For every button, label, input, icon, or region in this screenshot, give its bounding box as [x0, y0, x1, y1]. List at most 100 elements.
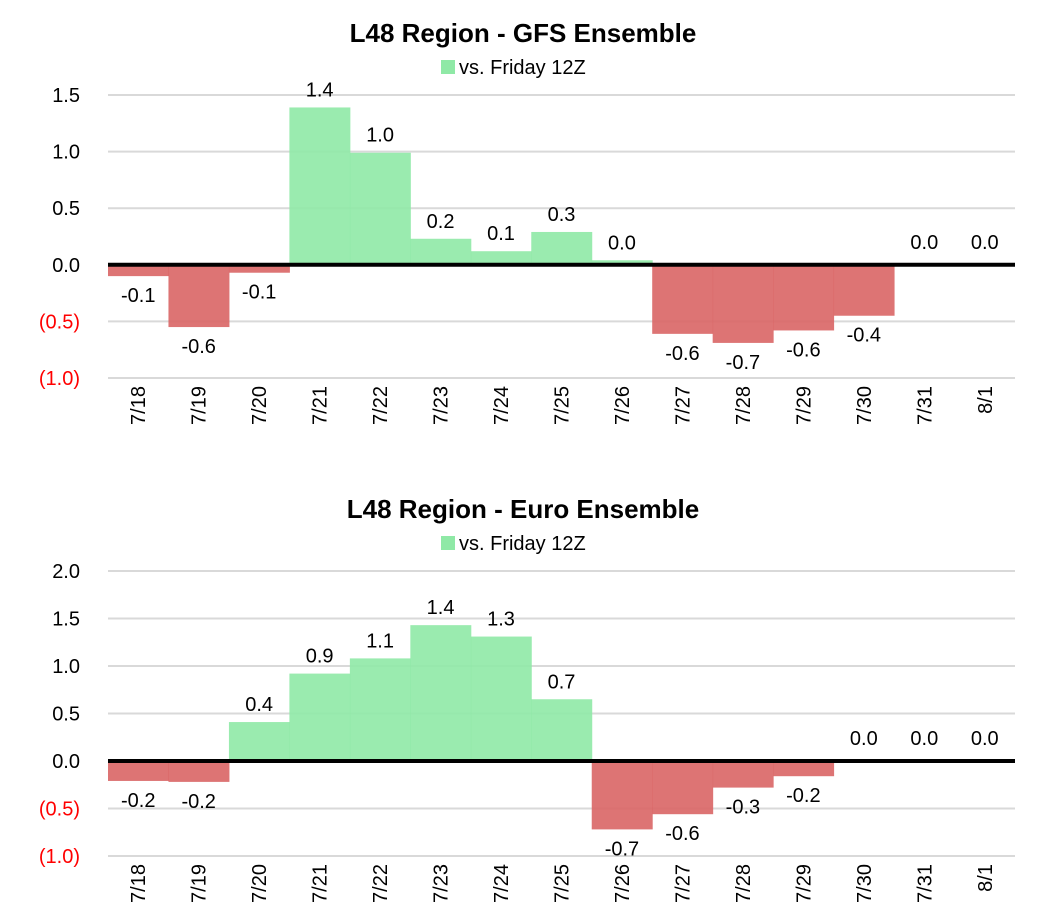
data-label: 1.0 — [366, 125, 394, 147]
x-tick-label: 7/30 — [854, 864, 876, 903]
data-label: 0.7 — [548, 671, 576, 693]
data-label: 1.4 — [306, 79, 334, 101]
data-label: 0.3 — [548, 204, 576, 226]
y-tick-label: 1.5 — [52, 85, 80, 107]
bar-7-23 — [410, 238, 472, 265]
bar-7-30 — [833, 264, 895, 316]
x-tick-label: 7/21 — [310, 386, 332, 425]
x-tick-label: 7/28 — [733, 386, 755, 425]
x-tick-label: 7/25 — [552, 864, 574, 903]
bar-7-20 — [228, 264, 290, 273]
bar-7-21 — [289, 673, 351, 761]
bar-7-28 — [712, 761, 774, 788]
data-label: -0.4 — [847, 325, 881, 347]
chart-title: L48 Region - GFS Ensemble — [350, 18, 697, 48]
data-label: -0.7 — [726, 352, 760, 374]
data-label: 0.0 — [971, 232, 999, 254]
data-label: -0.2 — [181, 791, 215, 813]
data-label: 0.0 — [910, 728, 938, 750]
bar-7-27 — [652, 761, 714, 815]
data-label: -0.7 — [605, 838, 639, 860]
bar-7-29 — [773, 761, 835, 777]
bar-7-22 — [349, 658, 411, 761]
bar-7-25 — [531, 699, 593, 761]
x-tick-label: 7/30 — [854, 386, 876, 425]
x-tick-label: 7/20 — [249, 386, 271, 425]
x-tick-label: 7/20 — [249, 864, 271, 903]
data-label: -0.2 — [786, 785, 820, 807]
bar-7-24 — [470, 636, 532, 761]
x-tick-label: 7/24 — [491, 864, 513, 903]
x-tick-label: 7/23 — [431, 386, 453, 425]
data-label: -0.6 — [181, 336, 215, 358]
x-tick-label: 8/1 — [975, 864, 997, 892]
data-label: 0.1 — [487, 223, 515, 245]
bar-7-21 — [289, 107, 351, 265]
x-tick-label: 8/1 — [975, 386, 997, 414]
y-tick-label: (1.0) — [39, 846, 80, 868]
legend-label: vs. Friday 12Z — [459, 533, 586, 555]
data-label: -0.1 — [242, 282, 276, 304]
legend-swatch — [441, 536, 455, 550]
chart-panel-1: L48 Region - GFS Ensemble vs. Friday 12Z 1… — [39, 18, 1015, 425]
x-tick-label: 7/31 — [914, 864, 936, 903]
bar-7-28 — [712, 264, 774, 343]
x-tick-label: 7/29 — [793, 386, 815, 425]
data-label: 1.3 — [487, 609, 515, 631]
x-tick-label: 7/22 — [370, 386, 392, 425]
y-tick-label: (0.5) — [39, 799, 80, 821]
x-tick-label: 7/22 — [370, 864, 392, 903]
bar-7-18 — [108, 761, 169, 781]
y-tick-label: 0.5 — [52, 198, 80, 220]
data-label: 1.4 — [427, 597, 455, 619]
bar-7-20 — [228, 722, 290, 761]
data-label: 0.0 — [608, 232, 636, 254]
x-tick-label: 7/27 — [672, 864, 694, 903]
x-tick-label: 7/31 — [914, 386, 936, 425]
x-tick-label: 7/18 — [128, 386, 150, 425]
data-label: 0.0 — [850, 728, 878, 750]
data-label: -0.3 — [726, 797, 760, 819]
y-tick-label: 0.0 — [52, 751, 80, 773]
x-tick-label: 7/18 — [128, 864, 150, 903]
x-tick-label: 7/21 — [310, 864, 332, 903]
x-tick-label: 7/28 — [733, 864, 755, 903]
bar-7-19 — [168, 264, 230, 328]
data-label: 0.9 — [306, 646, 334, 668]
data-label: -0.6 — [786, 339, 820, 361]
data-label: 0.0 — [910, 232, 938, 254]
y-tick-label: 2.0 — [52, 561, 80, 583]
bar-7-22 — [349, 152, 411, 265]
data-label: -0.1 — [121, 285, 155, 307]
x-tick-label: 7/29 — [793, 864, 815, 903]
x-tick-label: 7/25 — [552, 386, 574, 425]
x-tick-label: 7/23 — [431, 864, 453, 903]
y-tick-label: (0.5) — [39, 311, 80, 333]
y-tick-label: 0.0 — [52, 255, 80, 277]
bar-7-26 — [591, 260, 653, 265]
x-tick-label: 7/24 — [491, 386, 513, 425]
bar-7-24 — [470, 251, 532, 265]
bar-7-29 — [773, 264, 835, 331]
chart-title: L48 Region - Euro Ensemble — [347, 494, 700, 524]
data-label: 1.1 — [366, 630, 394, 652]
y-tick-label: 1.0 — [52, 656, 80, 678]
data-label: -0.6 — [665, 823, 699, 845]
x-tick-label: 7/19 — [189, 864, 211, 903]
bar-7-27 — [652, 264, 714, 334]
x-tick-label: 7/26 — [612, 386, 634, 425]
y-tick-label: (1.0) — [39, 368, 80, 390]
y-tick-label: 1.5 — [52, 609, 80, 631]
bar-7-23 — [410, 625, 472, 761]
data-label: 0.0 — [971, 728, 999, 750]
x-tick-label: 7/26 — [612, 864, 634, 903]
legend-label: vs. Friday 12Z — [459, 57, 586, 79]
x-tick-label: 7/27 — [672, 386, 694, 425]
x-tick-label: 7/19 — [189, 386, 211, 425]
bar-7-18 — [108, 264, 169, 277]
chart-panel-2: L48 Region - Euro Ensemble vs. Friday 12Z… — [39, 494, 1015, 903]
bar-7-26 — [591, 761, 653, 830]
data-label: -0.2 — [121, 790, 155, 812]
bar-7-25 — [531, 231, 593, 265]
